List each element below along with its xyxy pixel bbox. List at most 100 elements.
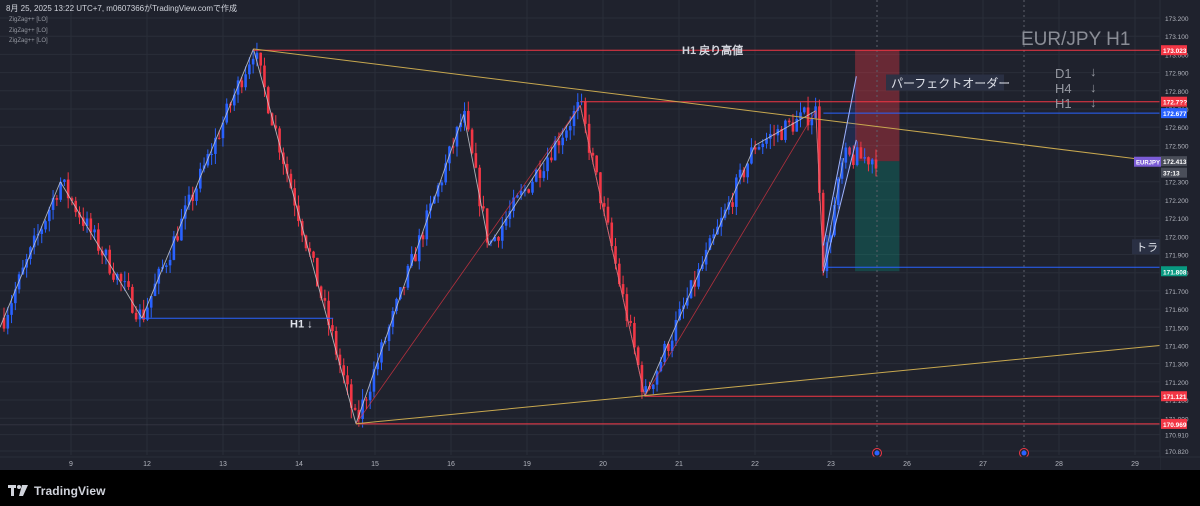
candle-body <box>172 236 176 260</box>
candle <box>663 340 666 366</box>
price-tag-bg <box>1161 167 1187 178</box>
candle <box>712 228 715 245</box>
candle-body <box>47 209 51 222</box>
candle-body <box>70 198 74 201</box>
candle <box>97 223 100 255</box>
y-tick-label: 171.900 <box>1165 253 1189 260</box>
candle-body <box>648 386 651 390</box>
chart-caption: 8月 25, 2025 13:22 UTC+7, m0607366がTradin… <box>6 4 238 13</box>
candle-body <box>806 107 810 126</box>
candle-body <box>527 189 531 193</box>
candle-body <box>852 154 855 165</box>
zigzag-segment <box>0 181 61 328</box>
candle-body <box>210 153 213 155</box>
y-tick-label: 173.100 <box>1165 34 1189 41</box>
candle <box>621 275 625 298</box>
indicator-label-1[interactable]: ZigZag++ [LO] <box>9 17 48 23</box>
candle-body <box>436 185 440 197</box>
candle <box>180 208 183 241</box>
symbol-tag-bg <box>1134 156 1161 167</box>
candle <box>210 143 213 165</box>
y-tick-label: 172.100 <box>1165 216 1189 223</box>
candle <box>780 125 783 141</box>
candle-body <box>97 229 100 251</box>
candle-body <box>629 320 632 324</box>
x-tick-label: 23 <box>827 461 835 468</box>
candle-body <box>74 200 78 213</box>
chart-area[interactable]: H1 戻り高値 パーフェクトオーダー H1 ↓ トラ 173.200 173.100 173… <box>0 0 1200 470</box>
candle <box>127 272 130 290</box>
candle-body <box>512 197 515 211</box>
x-tick-label: 12 <box>143 461 151 468</box>
y-tick-label: 172.600 <box>1165 125 1189 132</box>
candle <box>467 101 470 132</box>
x-tick-label: 22 <box>751 461 759 468</box>
candle <box>112 262 115 283</box>
y-tick-label: 171.700 <box>1165 289 1189 296</box>
candle <box>674 311 678 347</box>
candle <box>455 125 459 157</box>
candle-body <box>165 265 168 267</box>
candle <box>599 172 602 210</box>
price-tag: 172.7?? <box>1161 96 1187 107</box>
candle <box>78 206 81 225</box>
candle-body <box>746 163 749 178</box>
candle-body <box>316 257 319 287</box>
candle-body <box>2 317 6 329</box>
candle <box>108 245 111 276</box>
candle-body <box>349 384 353 408</box>
candle-body <box>198 168 202 189</box>
candle-body <box>81 217 85 226</box>
candle-body <box>180 218 183 241</box>
candle-body <box>270 113 274 126</box>
candle-body <box>455 126 459 147</box>
candle <box>236 76 240 103</box>
indicator-label-2[interactable]: ZigZag++ [LO] <box>9 28 48 34</box>
x-tick-label: 27 <box>979 461 987 468</box>
candle <box>512 189 515 218</box>
y-tick-label: 172.000 <box>1165 234 1189 241</box>
candle <box>349 379 353 419</box>
candle <box>338 348 342 374</box>
candle <box>240 77 244 94</box>
candle-body <box>802 107 806 113</box>
candle-body <box>417 235 421 262</box>
tf-d1-label: D1 <box>1055 66 1072 81</box>
price-tag-bg <box>1161 418 1187 429</box>
candle-body <box>444 163 447 183</box>
candle <box>474 142 478 169</box>
price-tag-text: 170.969 <box>1163 422 1187 429</box>
candle-body <box>85 218 89 226</box>
channel-lower <box>822 139 857 273</box>
candle <box>365 396 368 409</box>
candle-body <box>516 195 519 198</box>
zigzag-segment <box>644 145 756 397</box>
y-tick-label: 172.200 <box>1165 198 1189 205</box>
price-tag-bg <box>1161 266 1187 277</box>
tradingview-logo[interactable]: TradingView <box>8 484 106 498</box>
candle <box>610 217 614 251</box>
price-tag-text: 172.677 <box>1163 111 1187 118</box>
candle <box>636 345 640 368</box>
candle <box>840 158 844 184</box>
candle <box>606 197 610 225</box>
candle-body <box>342 365 346 376</box>
candle <box>874 149 878 177</box>
event-dot <box>874 450 880 456</box>
y-tick-label: 171.100 <box>1165 398 1189 405</box>
candle <box>195 185 198 206</box>
indicator-label-3[interactable]: ZigZag++ [LO] <box>9 38 48 44</box>
candle-body <box>467 110 470 130</box>
candle <box>40 225 44 244</box>
candle-body <box>674 319 678 341</box>
zigzag-red-segment <box>644 110 817 397</box>
candle-body <box>553 140 557 161</box>
candle <box>2 307 6 332</box>
candle-body <box>32 235 36 248</box>
candle-body <box>840 162 844 179</box>
candle-body <box>667 343 670 351</box>
candle <box>399 287 402 301</box>
candle <box>323 289 327 310</box>
candle-body <box>10 303 13 315</box>
